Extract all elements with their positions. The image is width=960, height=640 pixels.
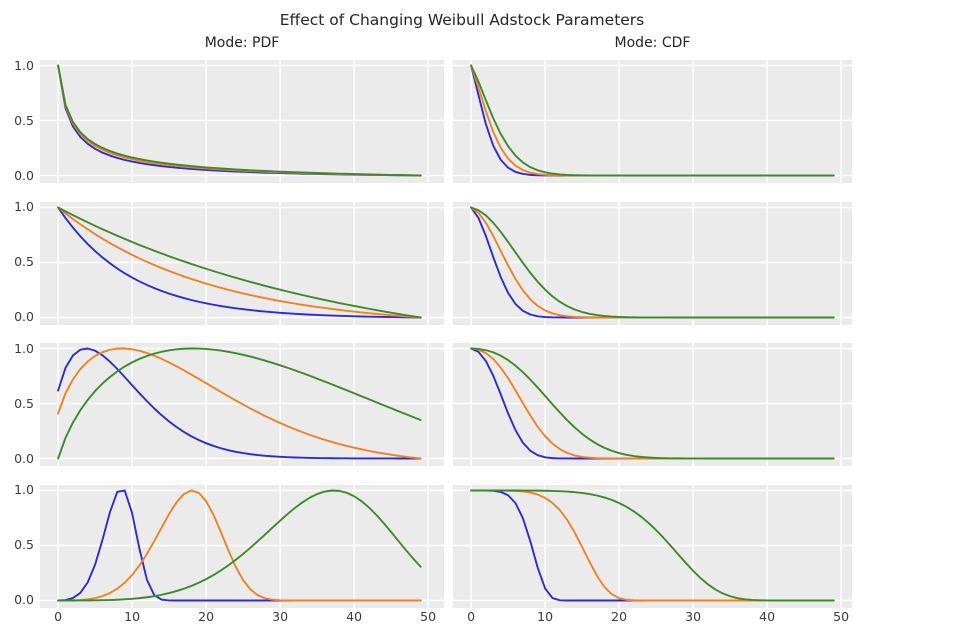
figure-title: Effect of Changing Weibull Adstock Param… <box>279 11 645 29</box>
curve-pdf-shape-0.5-scale-40 <box>57 64 422 177</box>
plot-area <box>453 484 852 608</box>
y-tick-label: 0.5 <box>14 112 34 128</box>
panel-cdf-shape-1 <box>453 201 852 325</box>
x-tick-label: 30 <box>685 609 702 624</box>
y-tick-label: 1.0 <box>14 482 34 497</box>
curve-cdf-shape-1-scale-40 <box>470 206 835 318</box>
plot-area <box>453 343 852 466</box>
x-tick-label: 30 <box>272 609 289 624</box>
y-tick-label: 0.5 <box>14 395 34 411</box>
y-tick-label: 1.0 <box>14 199 34 214</box>
y-tick-label: 0.5 <box>14 254 34 269</box>
panel-cdf-shape-0.5 <box>453 60 852 183</box>
curve-pdf-shape-5-scale-20 <box>57 489 422 601</box>
curve-cdf-shape-1.5-scale-40 <box>470 347 835 460</box>
y-tick-label: 0.0 <box>14 309 34 324</box>
x-tick-label: 20 <box>611 609 628 624</box>
y-tick-label: 0.5 <box>14 537 34 552</box>
panel-pdf-shape-1.5 <box>40 343 444 466</box>
curve-pdf-shape-1.5-scale-40 <box>57 347 422 460</box>
y-tick-label: 0.0 <box>14 592 34 607</box>
panel-pdf-shape-5 <box>40 484 444 608</box>
x-tick-label: 50 <box>420 609 437 624</box>
y-tick-label: 1.0 <box>14 57 34 73</box>
x-tick-label: 10 <box>124 609 141 624</box>
plot-area <box>40 201 444 325</box>
plot-area <box>453 201 852 325</box>
x-tick-label: 10 <box>537 609 554 624</box>
plot-area <box>40 60 444 183</box>
x-tick-label: 40 <box>346 609 363 624</box>
x-tick-label: 50 <box>833 609 850 624</box>
panel-cdf-shape-1.5 <box>453 343 852 466</box>
plot-area <box>40 484 444 608</box>
curve-pdf-shape-1-scale-20 <box>57 206 422 318</box>
curve-cdf-shape-0.5-scale-40 <box>470 64 835 177</box>
x-tick-label: 20 <box>198 609 215 624</box>
y-tick-label: 0.0 <box>14 450 34 466</box>
curve-pdf-shape-1.5-scale-20 <box>57 347 422 460</box>
column-title-cdf: Mode: CDF <box>614 35 691 51</box>
y-tick-label: 1.0 <box>14 340 34 356</box>
curve-cdf-shape-5-scale-40 <box>470 489 835 601</box>
column-title-pdf: Mode: PDF <box>204 35 280 51</box>
panel-pdf-shape-1 <box>40 201 444 325</box>
panel-cdf-shape-5 <box>453 484 852 608</box>
x-tick-label: 0 <box>54 609 63 624</box>
y-tick-label: 0.0 <box>14 167 34 183</box>
curve-pdf-shape-1-scale-40 <box>57 206 422 318</box>
curve-pdf-shape-5-scale-40 <box>57 489 422 601</box>
curve-pdf-shape-1-scale-10 <box>57 206 422 318</box>
x-tick-label: 40 <box>759 609 776 624</box>
panel-pdf-shape-0.5 <box>40 60 444 183</box>
x-tick-label: 0 <box>467 609 476 624</box>
plot-area <box>453 60 852 183</box>
